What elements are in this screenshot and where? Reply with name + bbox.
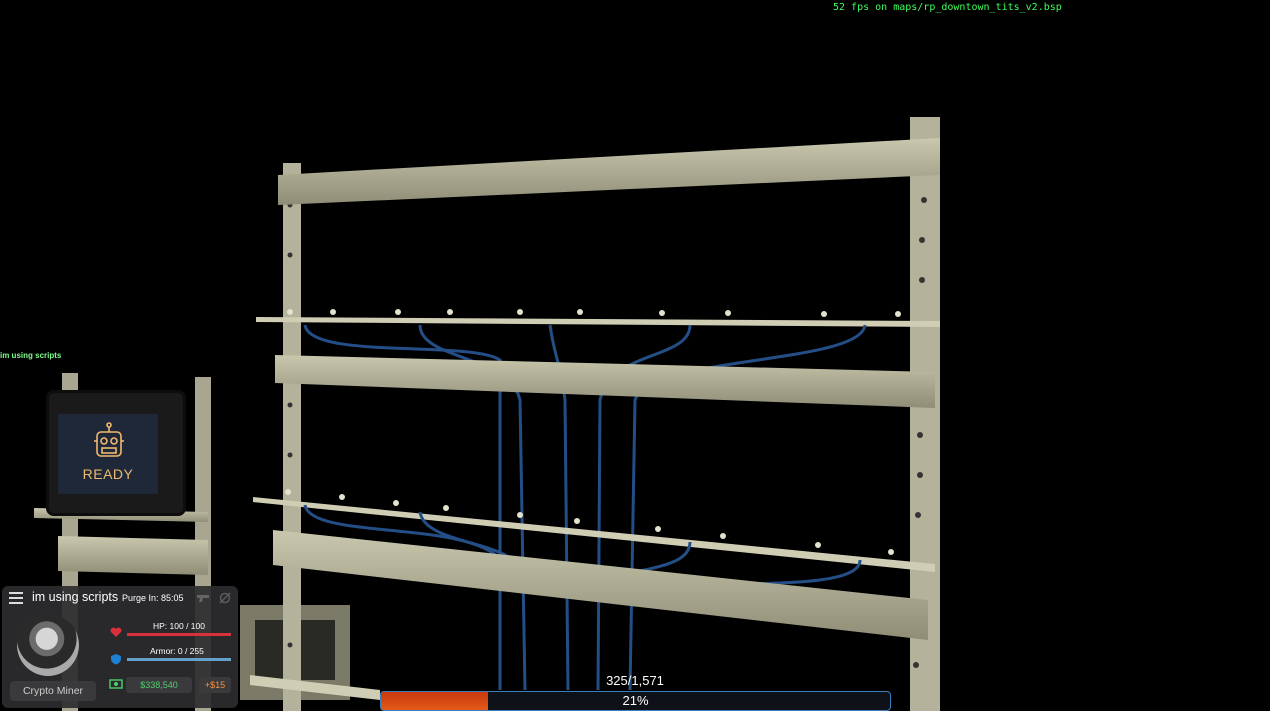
hamburger-icon[interactable] <box>9 592 23 604</box>
gun-icon <box>197 595 209 602</box>
player-name: im using scripts <box>32 590 119 604</box>
hp-bar-fill <box>127 633 231 636</box>
hp-label: HP: 100 / 100 <box>153 621 205 631</box>
heart-icon <box>110 627 122 637</box>
fps-counter: 52 fps on maps/rp_downtown_tits_v2.bsp <box>833 2 1062 13</box>
progress-bar: 21% <box>380 691 891 711</box>
wanted-icon <box>219 592 231 604</box>
progress-percent: 21% <box>622 693 649 708</box>
monitor-status: READY <box>82 466 134 482</box>
monitor-screen: READY <box>58 414 158 494</box>
robot-icon <box>94 422 124 457</box>
armor-bar <box>127 658 231 661</box>
chat-message: im using scripts <box>0 351 62 360</box>
hp-bar <box>127 633 231 636</box>
armor-label: Armor: 0 / 255 <box>150 646 204 656</box>
miner-monitor[interactable]: READY <box>46 390 186 516</box>
player-hud: im using scripts Purge In: 85:05 Crypto … <box>2 586 238 708</box>
server-rack <box>250 117 940 711</box>
salary-display: +$15 <box>199 677 231 693</box>
shield-icon <box>111 654 121 665</box>
money-display: $338,540 <box>126 677 192 693</box>
progress-bar-fill <box>381 692 488 710</box>
purge-timer: Purge In: 85:05 <box>122 593 184 603</box>
hud-header: im using scripts Purge In: 85:05 <box>2 586 238 610</box>
progress-count: 325/1,571 <box>606 673 664 688</box>
avatar <box>17 614 79 676</box>
job-label: Crypto Miner <box>10 681 96 701</box>
cash-icon <box>109 679 123 689</box>
